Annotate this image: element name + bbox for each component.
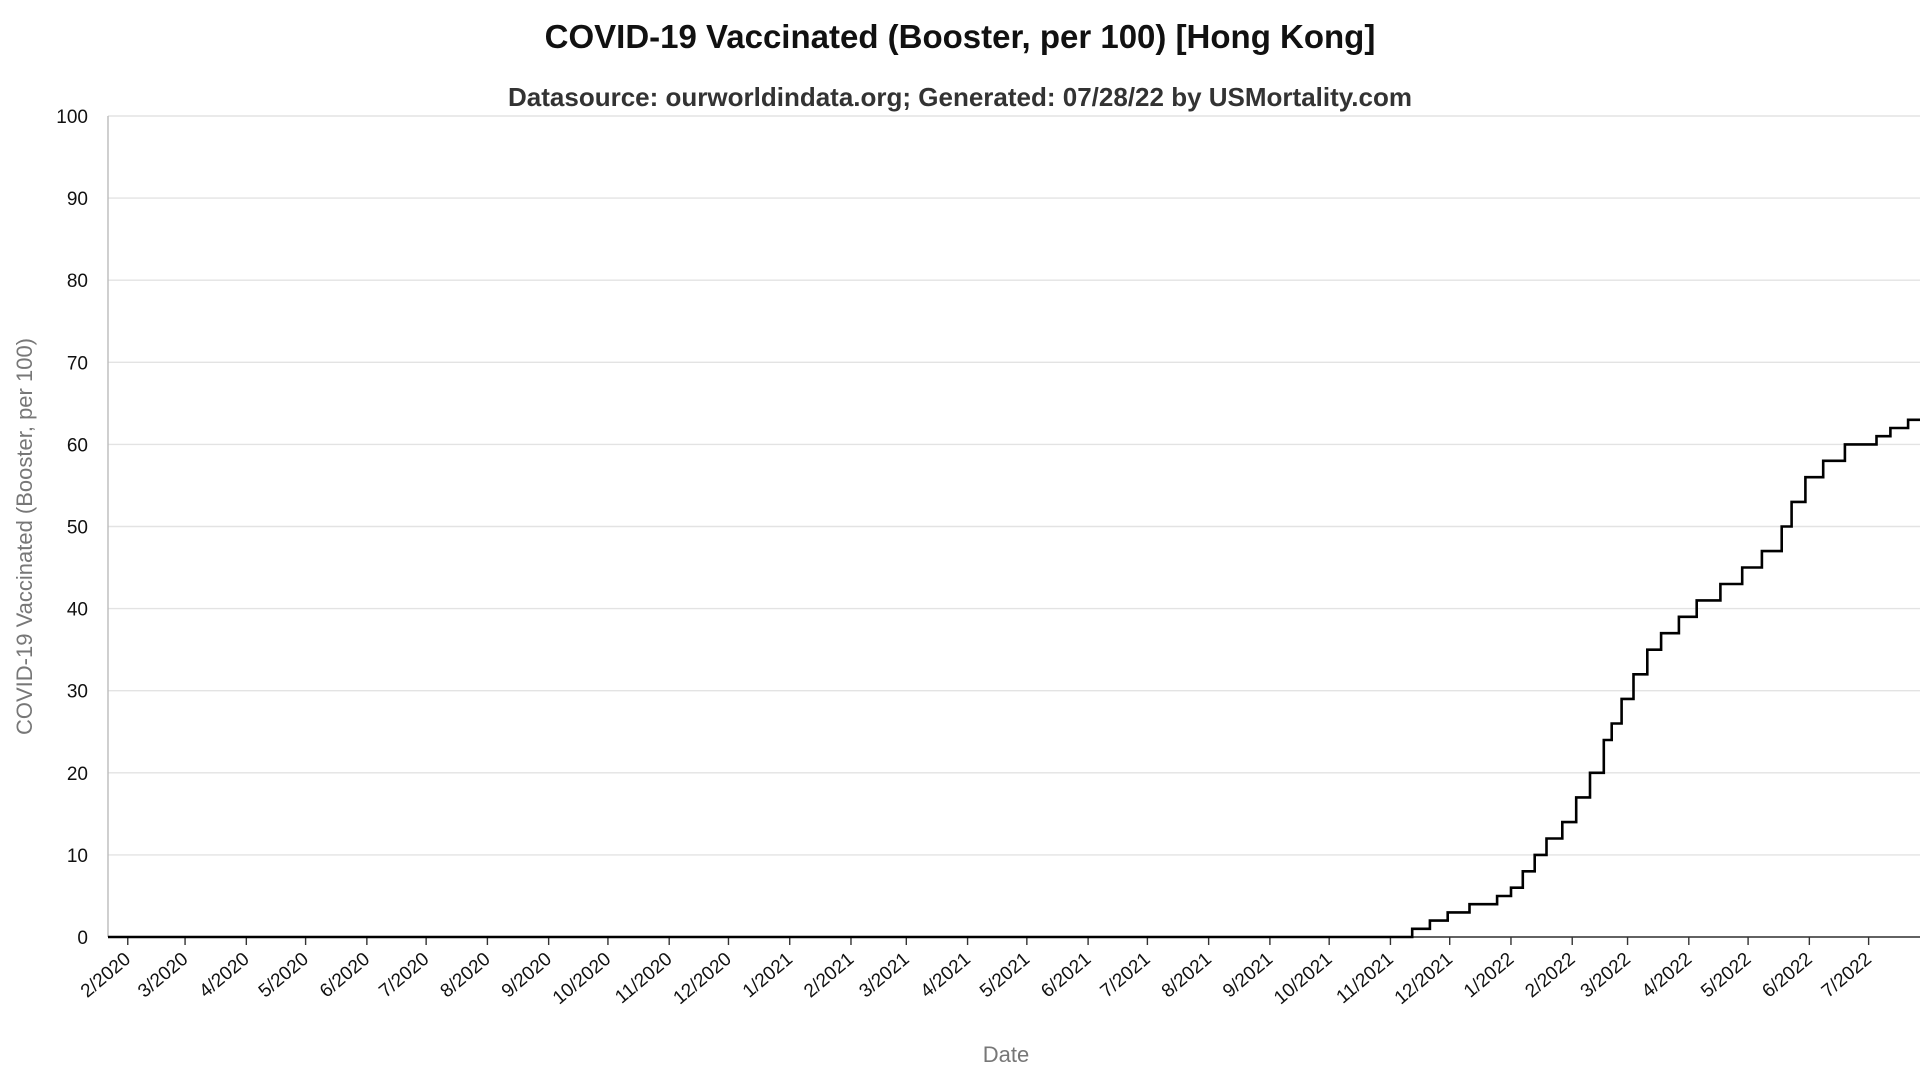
x-tick-label: 12/2021 [1391,949,1457,1009]
x-tick-label: 4/2021 [917,949,975,1002]
x-tick-label: 5/2022 [1697,949,1755,1002]
y-tick-label: 70 [67,353,88,374]
x-tick-label: 2/2021 [800,949,858,1002]
y-tick-label: 0 [77,928,88,949]
x-tick-label: 4/2022 [1638,949,1696,1002]
y-tick-label: 30 [67,682,88,703]
x-tick-label: 2/2020 [77,949,135,1002]
x-tick-label: 7/2022 [1818,949,1876,1002]
series-layer [108,418,1920,939]
grid-lines [108,115,1920,938]
y-tick-label: 100 [56,107,88,128]
x-tick-label: 11/2020 [611,949,676,1008]
y-axis-title: COVID-19 Vaccinated (Booster, per 100) [12,338,37,735]
x-tick-label: 3/2022 [1577,949,1635,1002]
axes [107,116,1920,945]
y-tick-label: 10 [67,846,88,867]
y-tick-label: 90 [67,189,88,210]
y-tick-label: 50 [67,518,88,539]
y-tick-label: 40 [67,600,88,621]
x-tick-label: 9/2020 [498,949,556,1002]
x-tick-label: 7/2020 [375,949,433,1002]
x-tick-label: 10/2021 [1270,949,1336,1009]
x-tick-label: 8/2020 [437,949,495,1002]
x-tick-label: 3/2021 [855,949,913,1002]
x-tick-label: 4/2020 [196,949,254,1002]
x-tick-label: 3/2020 [134,949,192,1002]
x-tick-label: 6/2021 [1037,949,1095,1002]
x-tick-label: 7/2021 [1097,949,1155,1002]
x-tick-label: 1/2022 [1460,949,1518,1002]
x-tick-label: 2/2022 [1521,949,1579,1002]
x-tick-label: 12/2020 [670,949,736,1009]
x-axis-title: Date [983,1042,1029,1067]
x-tick-label: 5/2021 [976,949,1034,1002]
chart-title: COVID-19 Vaccinated (Booster, per 100) [… [544,18,1376,55]
x-tick-label: 6/2022 [1759,949,1817,1002]
y-tick-label: 80 [67,271,88,292]
x-tick-label: 8/2021 [1158,949,1216,1002]
x-tick-label: 5/2020 [255,949,313,1002]
tick-labels: 0 10 20 30 40 50 60 70 80 90 100 2/2020 3/2020 4/2020… [56,107,1876,1009]
y-tick-label: 20 [67,764,88,785]
x-tick-label: 9/2021 [1219,949,1277,1002]
x-tick-label: 11/2021 [1333,949,1398,1008]
y-tick-label: 60 [67,435,88,456]
x-tick-label: 6/2020 [316,949,374,1002]
x-tick-label: 10/2020 [549,949,615,1009]
series-line [108,418,1920,939]
chart-subtitle: Datasource: ourworldindata.org; Generate… [508,82,1412,112]
x-tick-label: 1/2021 [739,949,797,1002]
